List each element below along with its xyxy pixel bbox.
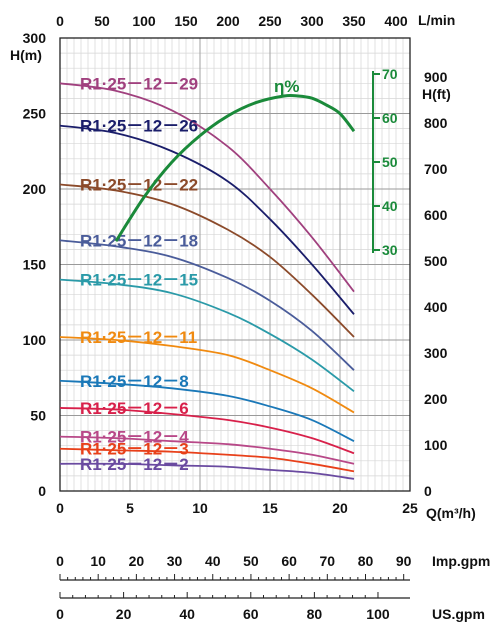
- x-top-tick: 350: [342, 13, 366, 29]
- x-bottom-tick: 0: [56, 500, 64, 516]
- y-left-tick: 200: [23, 181, 47, 197]
- head-curve: [59, 239, 355, 371]
- x-top-tick: 200: [216, 13, 240, 29]
- scale-tick-label: 20: [129, 553, 145, 569]
- imp-gpm-scale: 0 10 20 30 40 50 60 70 80 90: [56, 553, 412, 581]
- y-left-tick: 250: [23, 106, 47, 122]
- head-curve: [59, 183, 355, 338]
- plot-frame: [59, 37, 411, 492]
- efficiency-tick: 70: [382, 66, 398, 82]
- x-top-axis-label: L/min: [418, 12, 455, 28]
- y-left-tick: 300: [23, 30, 47, 46]
- scale-tick-label: 20: [116, 606, 132, 622]
- efficiency-label: η%: [274, 77, 300, 96]
- x-bottom-tick: 20: [332, 500, 348, 516]
- head-curve: [59, 462, 355, 480]
- series-label: R1·25－12－3: [80, 440, 189, 459]
- scale-tick-label: 10: [90, 553, 106, 569]
- head-curve: [59, 407, 355, 455]
- y-left-tick: 150: [23, 257, 47, 273]
- series-label: R1·25－12－26: [80, 117, 198, 136]
- series-label: R1·25－12－29: [80, 74, 198, 93]
- x-top-tick: 400: [384, 13, 408, 29]
- head-curves: [59, 82, 355, 480]
- series-label: R1·25－12－22: [80, 175, 198, 194]
- y-right-tick: 100: [424, 437, 448, 453]
- series-label: R1·25－12－11: [80, 328, 197, 347]
- head-curve: [59, 435, 355, 465]
- y-right-axis-label: H(ft): [422, 86, 451, 102]
- x-bottom-tick: 5: [126, 500, 134, 516]
- y-right-tick-labels: 0 100 200 300 400 500 600 700 800 900: [424, 69, 448, 499]
- x-top-tick: 0: [56, 13, 64, 29]
- efficiency-axis: 30 40 50 60 70: [372, 66, 398, 258]
- scale-tick-label: 90: [396, 553, 412, 569]
- y-right-tick: 600: [424, 207, 448, 223]
- series-label: R1·25－12－18: [80, 231, 198, 250]
- scale-tick-label: 50: [243, 553, 259, 569]
- scale-tick-label: 0: [56, 606, 64, 622]
- y-right-tick: 500: [424, 253, 448, 269]
- us-gpm-label: US.gpm: [432, 606, 485, 622]
- scale-tick-label: 40: [205, 553, 221, 569]
- series-label: R1·25－12－15: [80, 271, 198, 290]
- head-curve: [59, 336, 355, 414]
- scale-tick-label: 100: [366, 606, 390, 622]
- series-label: R1·25－12－2: [80, 455, 189, 474]
- y-left-tick: 50: [30, 408, 46, 424]
- x-top-tick: 50: [94, 13, 110, 29]
- series-label: R1·25－12－4: [80, 428, 189, 447]
- x-bottom-tick: 10: [192, 500, 208, 516]
- series-label: R1·25－12－6: [80, 399, 189, 418]
- x-bottom-axis-label: Q(m³/h): [426, 505, 476, 521]
- head-curve: [59, 278, 355, 393]
- scale-tick-label: 70: [320, 553, 336, 569]
- y-right-tick: 900: [424, 69, 448, 85]
- efficiency-tick: 60: [382, 110, 398, 126]
- y-right-tick: 0: [424, 483, 432, 499]
- scale-tick-label: 80: [358, 553, 374, 569]
- scale-tick-label: 0: [56, 553, 64, 569]
- x-top-tick: 150: [174, 13, 198, 29]
- head-curve: [59, 379, 355, 442]
- y-right-tick: 200: [424, 391, 448, 407]
- y-left-tick-labels: 0 50 100 150 200 250 300: [23, 30, 47, 499]
- y-right-tick: 300: [424, 345, 448, 361]
- y-left-tick: 0: [38, 483, 46, 499]
- x-bottom-tick: 25: [402, 500, 418, 516]
- y-left-axis-label: H(m): [10, 47, 42, 63]
- head-curve: [59, 82, 355, 293]
- x-top-tick: 250: [258, 13, 282, 29]
- series-label: R1·25－12－8: [80, 372, 189, 391]
- y-right-tick: 800: [424, 115, 448, 131]
- scale-tick-label: 40: [179, 606, 195, 622]
- scale-tick-label: 80: [307, 606, 323, 622]
- scale-tick-label: 60: [243, 606, 259, 622]
- x-top-tick: 300: [300, 13, 324, 29]
- efficiency-tick: 50: [382, 154, 398, 170]
- y-left-tick: 100: [23, 332, 47, 348]
- scale-tick-label: 30: [167, 553, 183, 569]
- head-curve: [59, 447, 355, 473]
- scale-tick-label: 60: [281, 553, 297, 569]
- x-top-tick: 100: [132, 13, 156, 29]
- head-curve: [59, 124, 355, 315]
- efficiency-tick: 30: [382, 242, 398, 258]
- series-labels: R1·25－12－29 R1·25－12－26 R1·25－12－22 R1·25－1…: [80, 74, 198, 474]
- efficiency-tick: 40: [382, 198, 398, 214]
- x-bottom-tick-labels: 0 5 10 15 20 25: [56, 500, 418, 516]
- y-right-tick: 700: [424, 161, 448, 177]
- efficiency-curve: [114, 93, 356, 243]
- x-top-tick-labels: 0 50 100 150 200 250 300 350 400: [56, 13, 408, 29]
- y-right-tick: 400: [424, 299, 448, 315]
- us-gpm-scale: 0 20 40 60 80 100: [56, 592, 410, 622]
- imp-gpm-label: Imp.gpm: [432, 553, 490, 569]
- x-bottom-tick: 15: [262, 500, 278, 516]
